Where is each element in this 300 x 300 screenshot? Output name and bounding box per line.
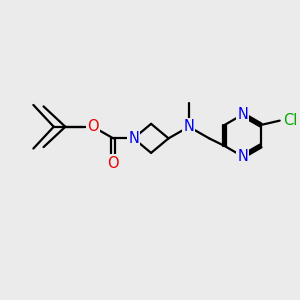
Text: O: O — [87, 119, 99, 134]
Text: Cl: Cl — [283, 113, 298, 128]
Text: N: N — [128, 131, 139, 146]
Text: N: N — [183, 119, 194, 134]
Text: N: N — [237, 107, 248, 122]
Text: N: N — [237, 149, 248, 164]
Text: O: O — [107, 156, 119, 171]
